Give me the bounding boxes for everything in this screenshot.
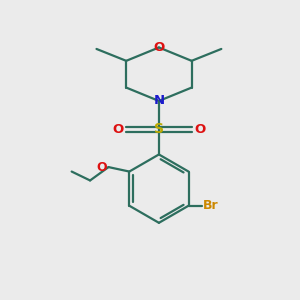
Text: S: S [154, 122, 164, 136]
Text: N: N [153, 94, 164, 107]
Text: O: O [112, 123, 124, 136]
Text: O: O [153, 41, 164, 54]
Text: O: O [194, 123, 206, 136]
Text: Br: Br [203, 199, 219, 212]
Text: O: O [97, 160, 107, 174]
